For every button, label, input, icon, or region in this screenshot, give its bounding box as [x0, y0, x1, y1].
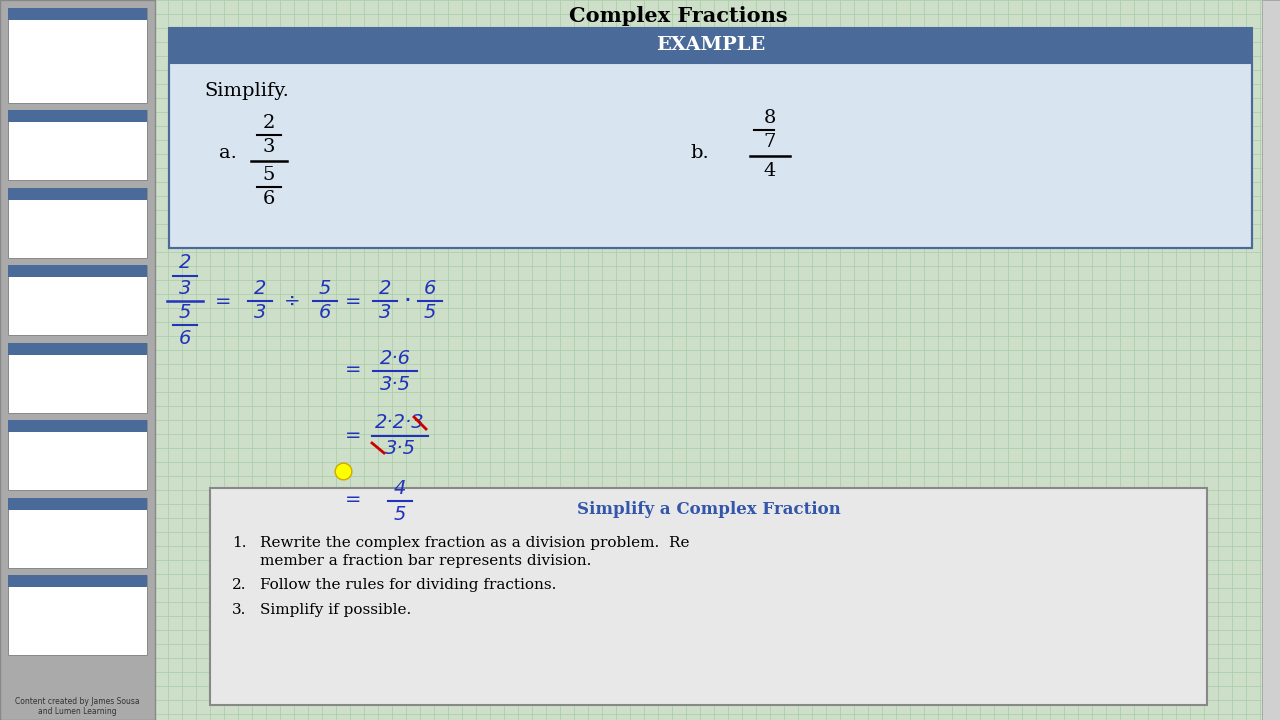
Text: ·: · [403, 289, 411, 313]
Text: 6: 6 [262, 190, 275, 208]
Text: Rewrite the complex fraction as a division problem.  Re: Rewrite the complex fraction as a divisi… [260, 536, 690, 550]
Text: Simplify if possible.: Simplify if possible. [260, 603, 411, 617]
FancyBboxPatch shape [8, 265, 147, 335]
FancyBboxPatch shape [8, 420, 147, 490]
Text: 3.: 3. [232, 603, 246, 617]
Text: 3·5: 3·5 [384, 439, 416, 459]
FancyBboxPatch shape [210, 488, 1207, 705]
FancyBboxPatch shape [8, 343, 147, 413]
Text: and Lumen Learning: and Lumen Learning [38, 708, 116, 716]
Text: 1.: 1. [232, 536, 247, 550]
FancyBboxPatch shape [8, 498, 147, 568]
Text: Follow the rules for dividing fractions.: Follow the rules for dividing fractions. [260, 578, 557, 592]
FancyBboxPatch shape [169, 63, 1252, 248]
Text: 5: 5 [179, 304, 191, 323]
Text: =: = [344, 361, 361, 379]
Text: 2·6: 2·6 [379, 348, 411, 367]
Text: 3: 3 [262, 138, 275, 156]
Text: Simplify a Complex Fraction: Simplify a Complex Fraction [576, 502, 841, 518]
Text: member a fraction bar represents division.: member a fraction bar represents divisio… [260, 554, 591, 568]
Text: Simplify.: Simplify. [204, 82, 289, 100]
Text: 5: 5 [262, 166, 275, 184]
Text: 3: 3 [379, 304, 392, 323]
Text: 6: 6 [319, 304, 332, 323]
FancyBboxPatch shape [8, 575, 147, 587]
FancyBboxPatch shape [8, 8, 147, 20]
Text: 4: 4 [394, 479, 406, 498]
Text: b.: b. [690, 144, 709, 162]
Text: 3: 3 [179, 279, 191, 299]
FancyBboxPatch shape [8, 498, 147, 510]
FancyBboxPatch shape [8, 8, 147, 103]
FancyBboxPatch shape [0, 0, 155, 720]
Text: 5: 5 [424, 304, 436, 323]
Text: Complex Fractions: Complex Fractions [570, 6, 788, 26]
FancyBboxPatch shape [8, 188, 147, 258]
Text: 5: 5 [319, 279, 332, 299]
FancyBboxPatch shape [8, 188, 147, 200]
Text: 2: 2 [179, 253, 191, 272]
Text: =: = [344, 292, 361, 310]
Text: =: = [344, 490, 361, 510]
Text: 2: 2 [379, 279, 392, 299]
Text: EXAMPLE: EXAMPLE [655, 37, 765, 55]
FancyBboxPatch shape [8, 110, 147, 180]
Text: 3: 3 [253, 304, 266, 323]
Text: 8: 8 [764, 109, 776, 127]
Text: 6: 6 [179, 328, 191, 348]
Text: 3·5: 3·5 [379, 374, 411, 394]
Text: 2: 2 [253, 279, 266, 299]
FancyBboxPatch shape [8, 265, 147, 277]
FancyBboxPatch shape [8, 343, 147, 355]
Text: 6: 6 [424, 279, 436, 299]
FancyBboxPatch shape [8, 420, 147, 432]
Text: 2·2·3: 2·2·3 [375, 413, 425, 433]
Text: =: = [344, 426, 361, 444]
FancyBboxPatch shape [8, 575, 147, 655]
FancyBboxPatch shape [169, 28, 1252, 63]
FancyBboxPatch shape [8, 110, 147, 122]
Text: a.: a. [219, 144, 237, 162]
Text: ÷: ÷ [284, 292, 301, 310]
Text: 2.: 2. [232, 578, 247, 592]
Text: Content created by James Sousa: Content created by James Sousa [15, 698, 140, 706]
Text: 5: 5 [394, 505, 406, 523]
Text: 7: 7 [764, 133, 776, 151]
Text: 2: 2 [262, 114, 275, 132]
FancyBboxPatch shape [1262, 0, 1280, 720]
Text: 4: 4 [764, 162, 776, 180]
Text: =: = [215, 292, 232, 310]
